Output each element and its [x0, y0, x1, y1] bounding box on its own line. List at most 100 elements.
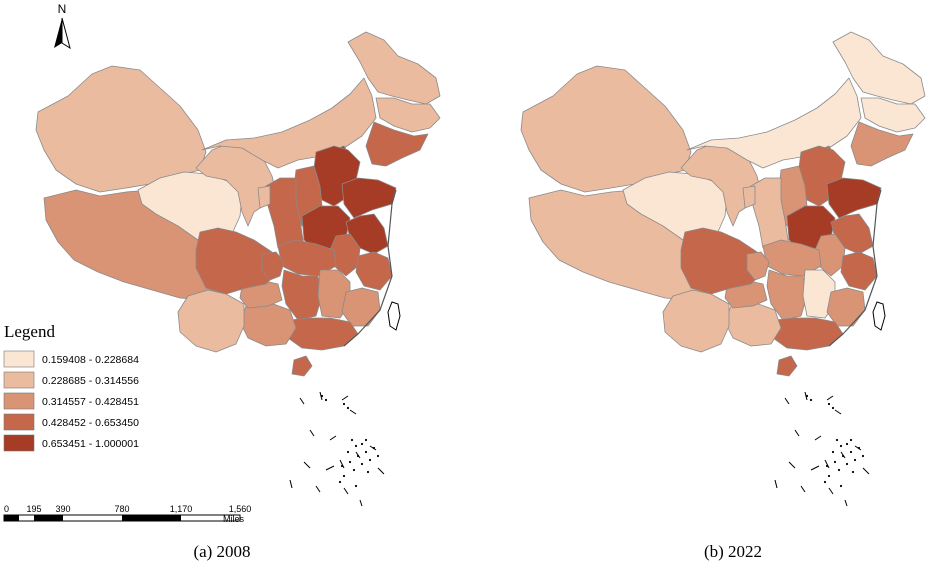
legend-label: 0.428452 - 0.653450	[42, 417, 139, 429]
island-dot	[827, 474, 831, 478]
island-mark	[826, 395, 834, 401]
region-guangdong	[772, 317, 844, 351]
island-mark	[844, 499, 848, 507]
island-taiwan-outline	[387, 301, 401, 331]
island-mark	[343, 487, 349, 495]
island-dot	[827, 402, 831, 406]
region-inner-mongolia	[686, 77, 862, 169]
legend-swatch	[3, 413, 35, 431]
region-jilin	[860, 97, 926, 133]
island-dot	[825, 464, 829, 468]
region-ningxia	[257, 185, 271, 209]
region-inner-mongolia	[201, 77, 377, 169]
legend-label: 0.314557 - 0.428451	[42, 396, 139, 408]
region-guangxi	[239, 301, 297, 347]
scale-tick-label: 195	[26, 504, 41, 514]
island-mark	[339, 459, 345, 469]
island-dot	[366, 470, 370, 474]
region-sichuan	[195, 227, 279, 295]
island-dot	[376, 454, 380, 458]
region-yunnan	[177, 289, 245, 353]
island-dot	[841, 454, 845, 458]
island-dot	[861, 454, 865, 458]
region-qinghai	[137, 171, 243, 247]
region-hunan	[281, 269, 323, 321]
island-mark	[814, 435, 822, 441]
region-shandong	[826, 177, 882, 219]
legend-label: 0.653451 - 1.000001	[42, 438, 139, 450]
island-mark	[329, 435, 337, 441]
island-dot	[853, 458, 857, 462]
region-shandong	[341, 177, 397, 219]
island-dot	[805, 394, 809, 398]
island-dot	[833, 460, 837, 464]
island-dot	[342, 474, 346, 478]
region-zhejiang	[355, 251, 393, 291]
north-arrow-icon: N	[54, 2, 71, 50]
region-zhejiang	[840, 251, 878, 291]
scale-tick-label: 1,170	[170, 504, 193, 514]
legend-swatch	[3, 434, 35, 452]
island-dot	[823, 480, 827, 484]
region-heilongjiang	[832, 31, 926, 105]
map-panel-2008	[35, 31, 441, 507]
region-sichuan	[680, 227, 764, 295]
island-dot	[354, 484, 358, 488]
region-hainan	[776, 355, 798, 377]
island-mark	[862, 467, 870, 475]
region-fujian	[341, 287, 381, 327]
region-hubei	[762, 239, 822, 277]
island-dot	[346, 406, 350, 410]
region-hubei	[277, 239, 337, 277]
island-dot	[342, 402, 346, 406]
legend-swatch	[3, 392, 35, 410]
scale-unit: Miles	[223, 514, 245, 524]
legend: Legend 0.159408 - 0.228684 0.228685 - 0.3…	[3, 322, 139, 452]
island-taiwan-outline	[872, 301, 886, 331]
region-guangxi	[724, 301, 782, 347]
island-dot	[360, 462, 364, 466]
region-jilin	[375, 97, 441, 133]
island-dot	[350, 438, 354, 442]
island-dot	[364, 450, 368, 454]
island-dot	[839, 444, 843, 448]
island-mark	[784, 397, 790, 405]
scale-tick-label: 1,560	[229, 504, 252, 514]
region-hunan	[766, 269, 808, 321]
region-liaoning	[850, 121, 914, 167]
island-dot	[360, 442, 364, 446]
map-panel-2022	[520, 31, 926, 507]
island-dot	[320, 394, 324, 398]
region-heilongjiang	[347, 31, 441, 105]
region-hainan	[291, 355, 313, 377]
island-dot	[809, 398, 813, 402]
scale-tick-label: 390	[55, 504, 70, 514]
caption-2008: (a) 2008	[193, 542, 250, 561]
region-fujian	[826, 287, 866, 327]
island-dot	[352, 468, 356, 472]
legend-title: Legend	[4, 322, 55, 341]
island-dot	[839, 484, 843, 488]
island-dot	[851, 470, 855, 474]
island-mark	[800, 485, 806, 493]
island-dot	[835, 438, 839, 442]
scale-tick-label: 0	[4, 504, 9, 514]
island-dot	[845, 442, 849, 446]
island-dot	[368, 458, 372, 462]
island-dot	[324, 398, 328, 402]
island-dot	[372, 446, 376, 450]
island-mark	[834, 409, 842, 415]
region-ningxia	[742, 185, 756, 209]
legend-label: 0.159408 - 0.228684	[42, 354, 139, 366]
island-mark	[828, 487, 834, 495]
island-dot	[837, 468, 841, 472]
region-chongqing	[261, 251, 285, 281]
island-mark	[824, 459, 830, 469]
region-liaoning	[365, 121, 429, 167]
legend-swatch	[3, 350, 35, 368]
scale-bar: 0 195 390 780 1,170 1,560 Miles	[3, 504, 252, 524]
island-dot	[831, 450, 835, 454]
north-label: N	[58, 2, 67, 16]
coastline	[828, 189, 882, 347]
